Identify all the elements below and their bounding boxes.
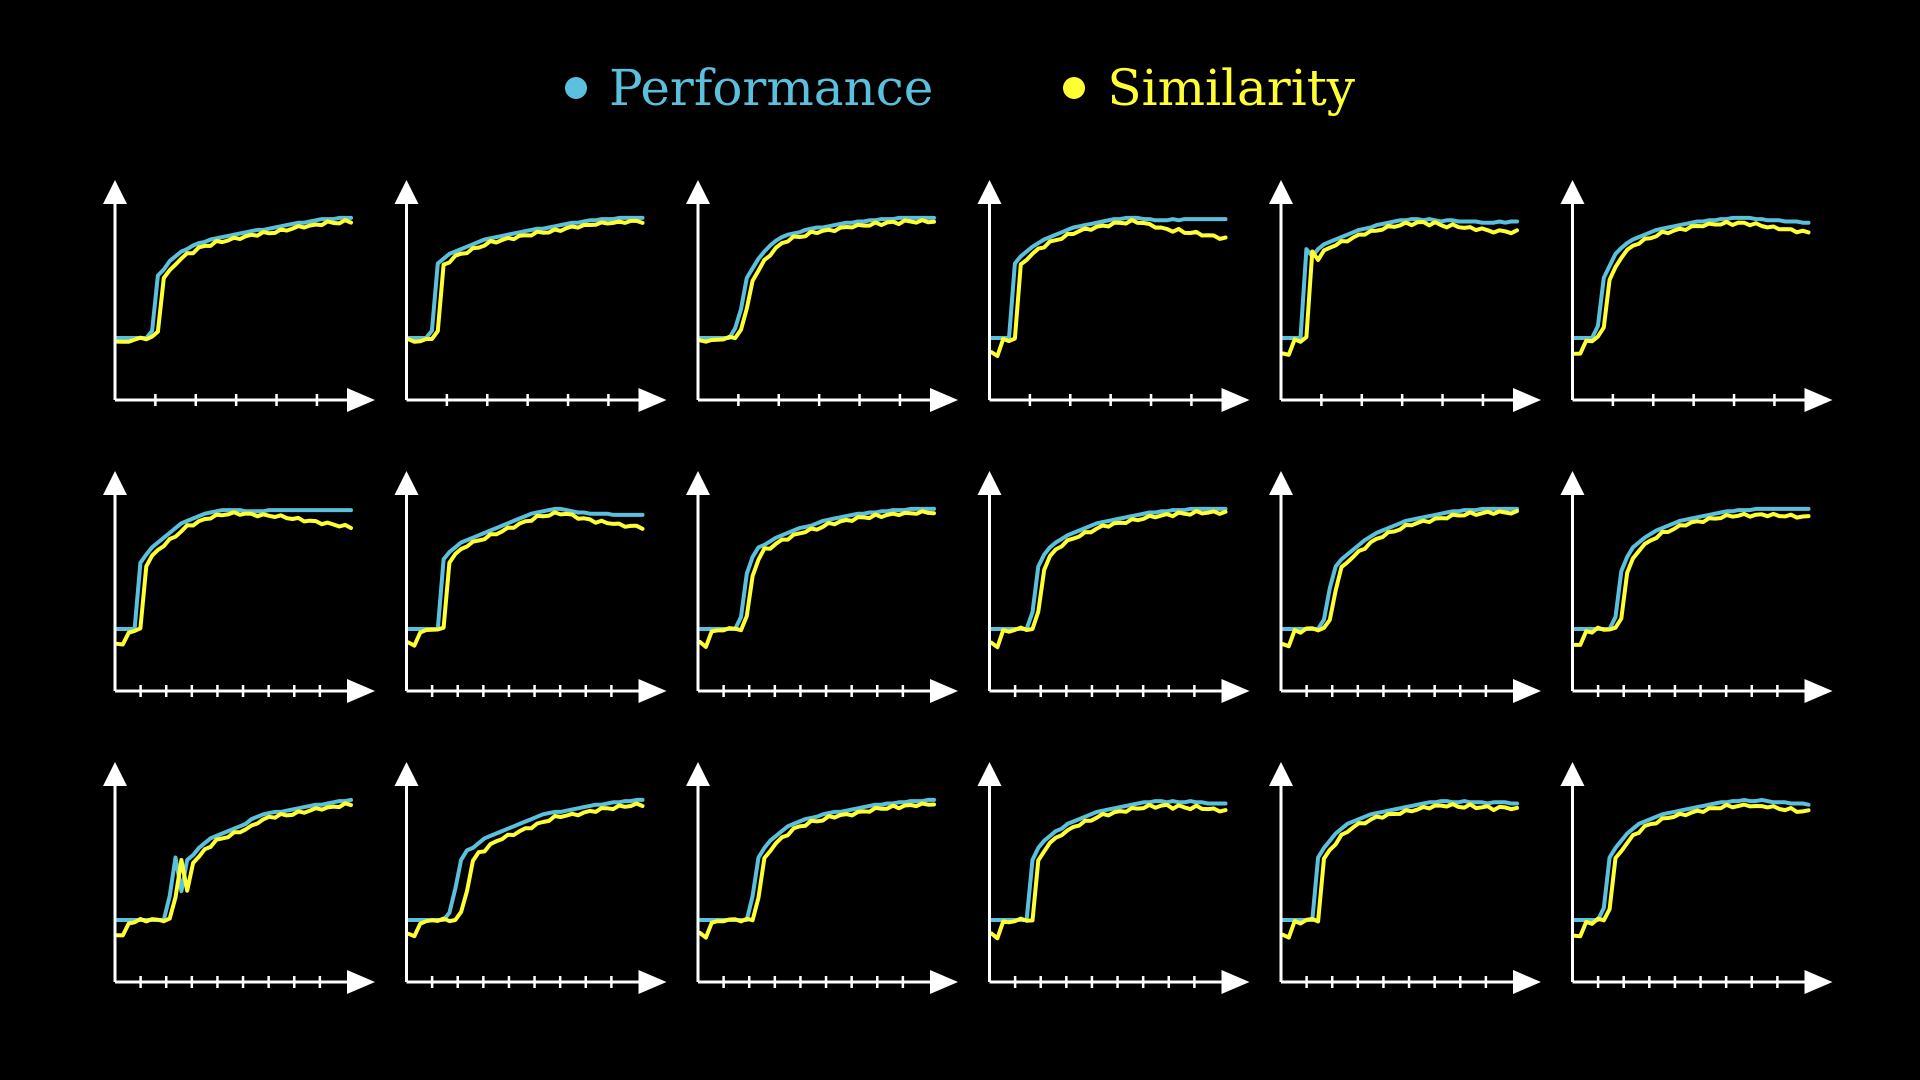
y-axis-arrow-icon: [686, 471, 710, 495]
x-axis-arrow-icon: [347, 388, 375, 412]
similarity-line-1: [115, 218, 353, 344]
y-axis-arrow-icon: [394, 180, 419, 204]
panel-1: [103, 180, 375, 412]
performance-line-11: [1281, 506, 1519, 631]
performance-line-17: [1281, 799, 1519, 922]
panel-18: [1560, 762, 1833, 994]
y-axis-arrow-icon: [394, 471, 419, 495]
panel-7: [103, 471, 375, 703]
panel-17: [1269, 762, 1541, 994]
similarity-line-8: [406, 510, 645, 648]
performance-line-16: [989, 799, 1228, 922]
performance-dot-icon: [564, 77, 587, 99]
y-axis-arrow-icon: [394, 762, 419, 786]
performance-line-12: [1572, 506, 1811, 631]
legend-item-similarity: Similarity: [1063, 63, 1355, 113]
similarity-line-7: [115, 510, 353, 647]
y-axis-arrow-icon: [103, 180, 127, 204]
x-axis-arrow-icon: [930, 388, 958, 412]
performance-line-1: [115, 215, 353, 340]
x-axis-arrow-icon: [1513, 970, 1541, 994]
similarity-line-14: [406, 801, 645, 939]
performance-line-3: [698, 215, 936, 340]
panel-15: [686, 762, 958, 994]
legend-item-performance: Performance: [564, 59, 934, 117]
similarity-line-15: [698, 801, 936, 940]
similarity-line-17: [1281, 802, 1519, 940]
panel-10: [977, 471, 1250, 703]
x-axis-arrow-icon: [638, 388, 667, 412]
x-axis-arrow-icon: [930, 679, 958, 703]
x-axis-arrow-icon: [1513, 679, 1541, 703]
y-axis-arrow-icon: [977, 180, 1002, 204]
legend-label-similarity: Similarity: [1107, 59, 1356, 117]
y-axis-arrow-icon: [1269, 180, 1293, 204]
performance-line-5: [1281, 217, 1519, 340]
panel-5: [1269, 180, 1541, 412]
y-axis-arrow-icon: [977, 471, 1002, 495]
panel-9: [686, 471, 958, 703]
similarity-line-10: [989, 509, 1228, 650]
y-axis-arrow-icon: [1269, 762, 1293, 786]
performance-line-13: [115, 797, 353, 922]
x-axis-arrow-icon: [1221, 679, 1250, 703]
y-axis-arrow-icon: [686, 180, 710, 204]
y-axis-arrow-icon: [1560, 471, 1585, 495]
similarity-line-3: [698, 218, 936, 344]
x-axis-arrow-icon: [1221, 970, 1250, 994]
similarity-line-12: [1572, 511, 1811, 647]
similarity-line-6: [1572, 219, 1811, 356]
performance-line-7: [115, 508, 353, 631]
performance-line-8: [406, 506, 645, 631]
y-axis-arrow-icon: [1560, 762, 1585, 786]
panel-14: [394, 762, 667, 994]
legend-label-performance: Performance: [608, 59, 934, 117]
performance-line-15: [698, 797, 936, 922]
panel-8: [394, 471, 667, 703]
x-axis-arrow-icon: [1804, 679, 1833, 703]
y-axis-arrow-icon: [977, 762, 1002, 786]
similarity-dot-icon: [1063, 77, 1086, 99]
performance-line-10: [989, 506, 1228, 631]
x-axis-arrow-icon: [638, 679, 667, 703]
panel-12: [1560, 471, 1833, 703]
x-axis-arrow-icon: [1804, 970, 1833, 994]
panel-6: [1560, 180, 1833, 412]
performance-line-18: [1572, 797, 1811, 922]
x-axis-arrow-icon: [930, 970, 958, 994]
performance-line-6: [1572, 215, 1811, 340]
similarity-line-16: [989, 802, 1228, 941]
y-axis-arrow-icon: [103, 762, 127, 786]
panel-11: [1269, 471, 1541, 703]
performance-line-14: [406, 797, 645, 922]
similarity-line-5: [1281, 220, 1519, 357]
performance-line-4: [989, 215, 1228, 340]
panel-13: [103, 762, 375, 994]
similarity-line-4: [989, 218, 1228, 358]
x-axis-arrow-icon: [347, 970, 375, 994]
panel-16: [977, 762, 1250, 994]
x-axis-arrow-icon: [1804, 388, 1833, 412]
panel-4: [977, 180, 1250, 412]
similarity-line-13: [115, 801, 353, 938]
legend: Performance Similarity: [0, 52, 1920, 124]
x-axis-arrow-icon: [347, 679, 375, 703]
y-axis-arrow-icon: [1560, 180, 1585, 204]
performance-line-9: [698, 506, 936, 631]
panel-2: [394, 180, 667, 412]
panel-3: [686, 180, 958, 412]
y-axis-arrow-icon: [686, 762, 710, 786]
x-axis-arrow-icon: [638, 970, 667, 994]
x-axis-arrow-icon: [1513, 388, 1541, 412]
y-axis-arrow-icon: [1269, 471, 1293, 495]
performance-line-2: [406, 215, 645, 340]
similarity-line-9: [698, 509, 936, 649]
x-axis-arrow-icon: [1221, 388, 1250, 412]
similarity-line-11: [1281, 509, 1519, 649]
similarity-line-2: [406, 218, 645, 344]
y-axis-arrow-icon: [103, 471, 127, 495]
similarity-line-18: [1572, 802, 1811, 939]
